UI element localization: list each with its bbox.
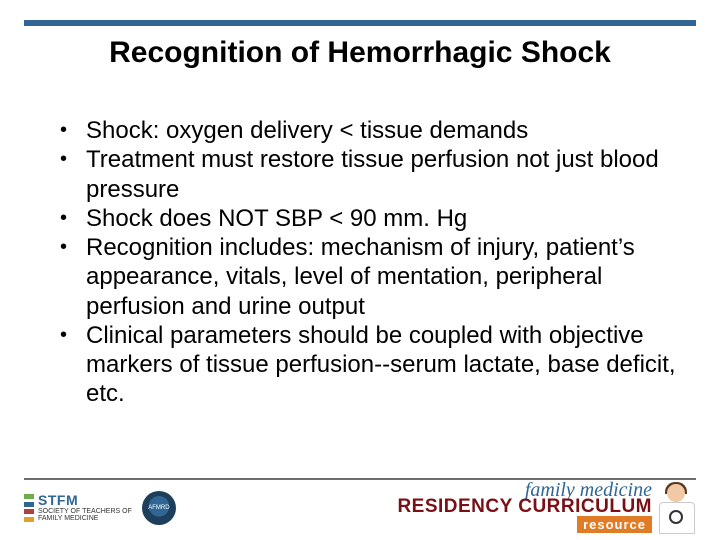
bullet-text: Recognition includes: mechanism of injur… — [86, 234, 635, 320]
residency-curriculum-label: RESIDENCY CURRICULUM — [397, 498, 652, 516]
stfm-text: STFM SOCIETY OF TEACHERS OF FAMILY MEDIC… — [38, 493, 132, 522]
doctor-icon — [656, 482, 696, 534]
list-item: • Treatment must restore tissue perfusion… — [56, 145, 680, 204]
stfm-line1: SOCIETY OF TEACHERS OF — [38, 508, 132, 515]
stfm-brand: STFM — [38, 493, 132, 508]
bullet-text: Shock does NOT SBP < 90 mm. Hg — [86, 205, 467, 232]
stfm-bars-icon — [24, 494, 34, 522]
resource-label: resource — [577, 516, 652, 533]
list-item: • Shock does NOT SBP < 90 mm. Hg — [56, 204, 680, 233]
footer: STFM SOCIETY OF TEACHERS OF FAMILY MEDIC… — [24, 484, 696, 532]
stfm-line2: FAMILY MEDICINE — [38, 515, 132, 522]
bullet-text: Clinical parameters should be coupled wi… — [86, 322, 676, 408]
bullet-text: Treatment must restore tissue perfusion … — [86, 146, 659, 202]
bullet-icon: • — [60, 206, 67, 230]
footer-left: STFM SOCIETY OF TEACHERS OF FAMILY MEDIC… — [24, 491, 176, 525]
bullet-text: Shock: oxygen delivery < tissue demands — [86, 117, 528, 144]
slide-body: • Shock: oxygen delivery < tissue demands… — [56, 116, 680, 409]
bullet-icon: • — [60, 118, 67, 142]
slide: Recognition of Hemorrhagic Shock • Shock:… — [0, 0, 720, 540]
afmrd-text: AFMRD — [148, 505, 169, 511]
afmrd-logo: AFMRD — [142, 491, 176, 525]
stfm-logo: STFM SOCIETY OF TEACHERS OF FAMILY MEDIC… — [24, 493, 132, 522]
bullet-icon: • — [60, 323, 67, 347]
rcr-block: family medicine RESIDENCY CURRICULUM res… — [397, 482, 652, 534]
list-item: • Shock: oxygen delivery < tissue demands — [56, 116, 680, 145]
bullet-icon: • — [60, 235, 67, 259]
bullet-list: • Shock: oxygen delivery < tissue demands… — [56, 116, 680, 409]
top-rule — [24, 20, 696, 26]
slide-title: Recognition of Hemorrhagic Shock — [0, 36, 720, 70]
list-item: • Clinical parameters should be coupled w… — [56, 321, 680, 409]
bullet-icon: • — [60, 147, 67, 171]
list-item: • Recognition includes: mechanism of inju… — [56, 233, 680, 321]
footer-right: family medicine RESIDENCY CURRICULUM res… — [397, 482, 696, 534]
